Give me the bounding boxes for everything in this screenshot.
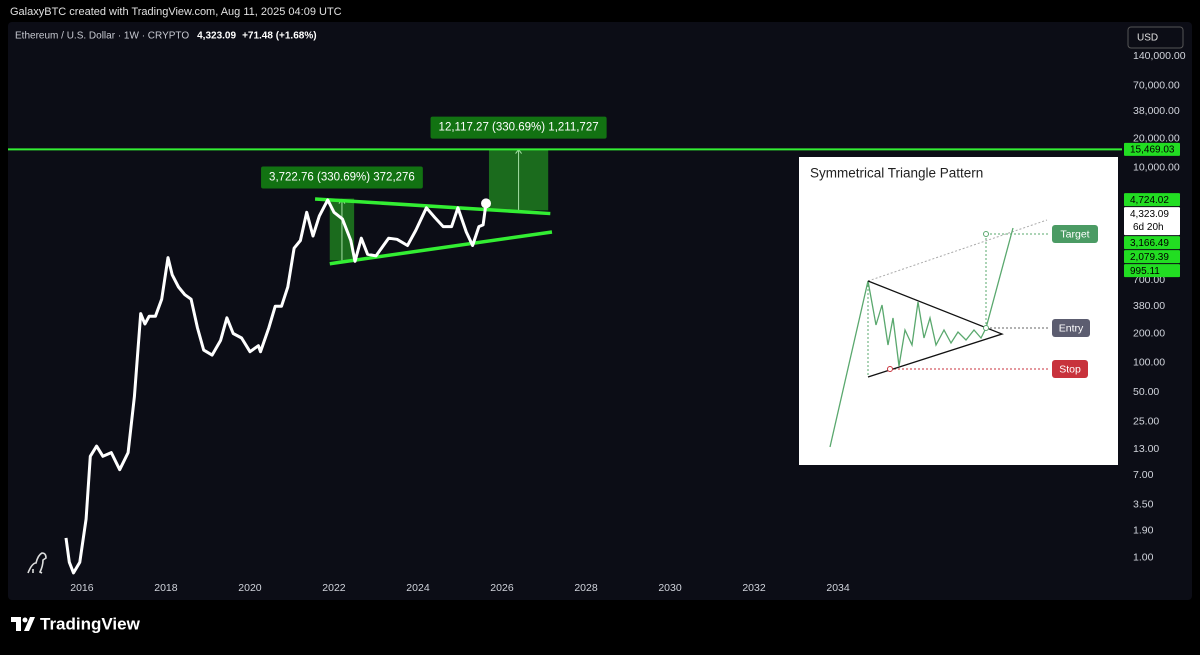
price-tag [1124, 264, 1180, 278]
y-tick-label: 140,000.00 [1133, 50, 1186, 62]
price: 4,323.09 [197, 31, 236, 42]
x-tick-label: 2016 [70, 582, 94, 594]
target-label: Target [1060, 228, 1089, 240]
y-tick-label: 7.00 [1133, 469, 1154, 481]
inset-title: Symmetrical Triangle Pattern [810, 166, 983, 181]
price-tag-label: 15,469.03 [1130, 145, 1175, 156]
y-tick-label: 3.50 [1133, 499, 1154, 511]
brand-icon [11, 617, 35, 631]
y-tick-label: 10,000.00 [1133, 162, 1180, 174]
price-line [64, 198, 488, 575]
price-tag-label: 995.11 [1130, 266, 1160, 277]
price-tag-label: 3,166.49 [1130, 238, 1169, 249]
price-tag [1124, 142, 1180, 156]
entry-tag [1052, 319, 1090, 337]
x-tick-label: 2030 [658, 582, 682, 594]
symbol: Ethereum / U.S. Dollar · 1W · CRYPTO [15, 31, 189, 42]
change: +71.48 (+1.68%) [242, 31, 317, 42]
y-tick-label: 25.00 [1133, 415, 1159, 427]
measure-label-bg [261, 166, 423, 189]
brand: TradingView [40, 614, 141, 633]
price-tag [1124, 193, 1180, 207]
point [983, 231, 989, 237]
x-tick-label: 2024 [406, 582, 430, 594]
x-tick-label: 2032 [742, 582, 766, 594]
price-tag-label: 4,724.02 [1130, 195, 1169, 206]
y-tick-label: 700.00 [1133, 274, 1165, 286]
currency-button[interactable] [1127, 26, 1184, 49]
currency[interactable]: USD [1137, 33, 1158, 44]
footer-logo: TradingView [11, 614, 141, 633]
price-tag [1124, 250, 1180, 264]
measure-label: 12,117.27 (330.69%) 1,211,727 [439, 122, 599, 134]
brand-icon [22, 617, 28, 623]
y-tick-label: 380.00 [1133, 300, 1165, 312]
x-tick-label: 2018 [154, 582, 178, 594]
inset-panel [799, 157, 1118, 465]
stop-label: Stop [1059, 363, 1081, 375]
inset: Symmetrical Triangle Pattern Target Entr… [799, 157, 1118, 465]
entry-label: Entry [1059, 322, 1084, 334]
price-tag [1124, 236, 1180, 250]
last-price-dot [481, 198, 492, 209]
y-tick-label: 1.90 [1133, 524, 1154, 536]
point [983, 325, 989, 331]
trendline [329, 230, 553, 266]
price-tag-label: 4,323.09 [1130, 209, 1169, 220]
y-tick-label: 13.00 [1133, 443, 1159, 455]
y-tick-label: 200.00 [1133, 327, 1165, 339]
x-tick-label: 2020 [238, 582, 262, 594]
trendline [314, 197, 551, 216]
point [887, 366, 893, 372]
y-tick-label: 50.00 [1133, 386, 1159, 398]
price-tag-label: 2,079.39 [1130, 252, 1169, 263]
y-tick-label: 20,000.00 [1133, 132, 1180, 144]
x-tick-label: 2034 [826, 582, 850, 594]
x-tick-label: 2028 [574, 582, 598, 594]
y-tick-label: 38,000.00 [1133, 105, 1180, 117]
credit: GalaxyBTC created with TradingView.com, … [10, 6, 342, 18]
y-tick-label: 70,000.00 [1133, 79, 1180, 91]
logo-mark [27, 552, 47, 574]
target-tag [1052, 225, 1098, 243]
triangle [867, 280, 1004, 378]
stop-tag [1052, 360, 1088, 378]
countdown: 6d 20h [1133, 222, 1164, 233]
y-tick-label: 1.00 [1133, 552, 1154, 564]
guide [867, 219, 1048, 282]
price-tag [1124, 207, 1180, 236]
pattern-line [829, 227, 1014, 448]
measure-label: 3,722.76 (330.69%) 372,276 [269, 172, 415, 184]
y-tick-label: 100.00 [1133, 357, 1165, 369]
measure-label-bg [430, 116, 607, 139]
x-tick-label: 2022 [322, 582, 346, 594]
x-tick-label: 2026 [490, 582, 514, 594]
